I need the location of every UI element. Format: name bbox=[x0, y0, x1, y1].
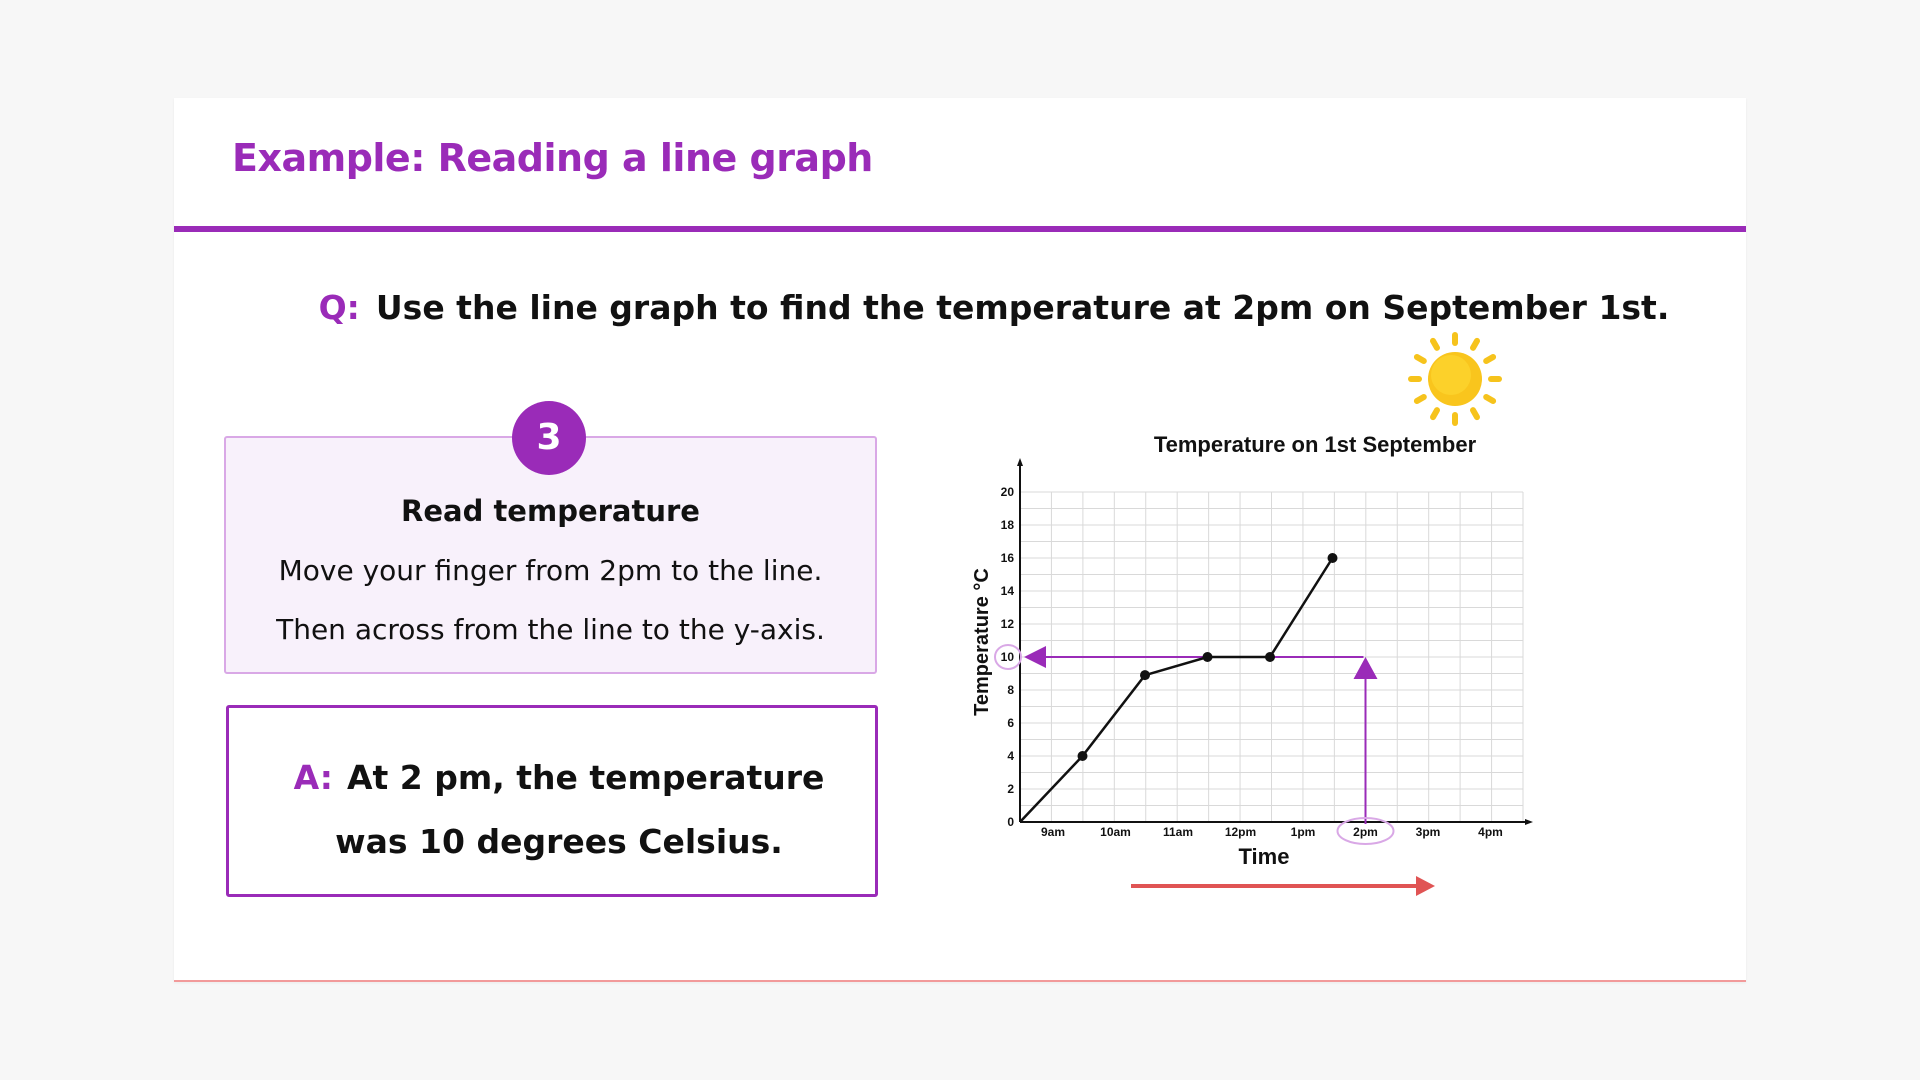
sun-ray bbox=[1470, 407, 1480, 421]
step-number-badge: 3 bbox=[512, 401, 586, 475]
time-direction-arrow bbox=[1131, 876, 1435, 896]
x-tick-label: 3pm bbox=[1416, 825, 1441, 839]
x-tick-label: 11am bbox=[1163, 825, 1193, 839]
x-axis-arrowhead bbox=[1525, 819, 1533, 825]
y-tick-label: 8 bbox=[1007, 683, 1014, 697]
question-prefix: Q: bbox=[318, 288, 360, 327]
chart-y-axis-label: Temperature °C bbox=[971, 568, 993, 716]
reading-guides bbox=[994, 644, 1395, 845]
y-tick-label: 4 bbox=[1007, 749, 1014, 763]
slide: Example: Reading a line graph Q: Use the … bbox=[174, 98, 1746, 982]
question-text: Use the line graph to find the temperatu… bbox=[375, 288, 1670, 327]
horizontal-guide-arrowhead bbox=[1024, 646, 1046, 668]
series-line bbox=[1019, 557, 1334, 823]
chart-title: Temperature on 1st September bbox=[1154, 432, 1477, 457]
sun-icon bbox=[1408, 332, 1502, 426]
answer-text: At 2 pm, the temperature was 10 degrees … bbox=[335, 758, 825, 861]
y-tick-label: 18 bbox=[1001, 518, 1015, 532]
sun-ray bbox=[1430, 407, 1440, 421]
title-divider bbox=[174, 226, 1746, 232]
x-tick-label: 12pm bbox=[1225, 825, 1256, 839]
step-heading: Read temperature bbox=[401, 494, 700, 528]
x-tick-label: 10am bbox=[1100, 825, 1131, 839]
data-point bbox=[1140, 670, 1150, 681]
sun-ray bbox=[1430, 337, 1440, 351]
data-point bbox=[1327, 553, 1338, 563]
y-tick-label: 10 bbox=[1001, 650, 1015, 664]
sun-ray bbox=[1483, 394, 1497, 404]
data-point bbox=[1202, 652, 1213, 662]
x-tick-label: 2pm bbox=[1353, 825, 1378, 839]
slide-title: Example: Reading a line graph bbox=[232, 136, 873, 180]
chart-labels: 0 2 4 6 8 10 12 14 16 18 20 9am 10am 11am 12pm 1pm 2pm 3p… bbox=[1001, 485, 1503, 839]
sun-ray bbox=[1483, 354, 1497, 364]
y-tick-label: 12 bbox=[1001, 617, 1015, 631]
y-tick-label: 20 bbox=[1001, 485, 1015, 499]
x-tick-label: 4pm bbox=[1478, 825, 1503, 839]
y-tick-label: 16 bbox=[1001, 551, 1015, 565]
answer-card: A: At 2 pm, the temperature was 10 degree… bbox=[226, 705, 878, 897]
step-instruction-1: Move your finger from 2pm to the line. bbox=[278, 554, 823, 587]
y-tick-label: 6 bbox=[1007, 716, 1014, 730]
y-highlight-circle bbox=[994, 644, 1022, 670]
chart-x-axis-label: Time bbox=[1239, 844, 1290, 869]
y-tick-label: 2 bbox=[1007, 782, 1014, 796]
vertical-guide-arrowhead bbox=[1353, 657, 1378, 679]
sun-ray bbox=[1413, 354, 1427, 364]
x-highlight-circle bbox=[1336, 817, 1395, 845]
x-tick-label: 1pm bbox=[1291, 825, 1316, 839]
answer: A: At 2 pm, the temperature was 10 degree… bbox=[259, 746, 859, 874]
answer-prefix: A: bbox=[293, 758, 333, 797]
step-card: Read temperature Move your finger from 2… bbox=[224, 436, 877, 674]
chart-series bbox=[1019, 553, 1338, 823]
y-tick-label: 0 bbox=[1007, 815, 1014, 829]
data-point bbox=[1265, 652, 1275, 662]
line-chart: 0 2 4 6 8 10 12 14 16 18 20 9am 10am 11am 12pm 1pm 2pm 3p… bbox=[971, 432, 1533, 896]
question: Q: Use the line graph to find the tempera… bbox=[208, 288, 1780, 327]
data-point bbox=[1077, 751, 1088, 761]
sun-ray bbox=[1470, 337, 1480, 351]
y-tick-label: 14 bbox=[1001, 584, 1015, 598]
x-tick-label: 9am bbox=[1041, 825, 1065, 839]
sun-ray bbox=[1413, 394, 1427, 404]
y-axis-arrowhead bbox=[1017, 458, 1023, 466]
chart-axes bbox=[1017, 458, 1533, 825]
bottom-divider bbox=[174, 980, 1746, 982]
step-instruction-2: Then across from the line to the y-axis. bbox=[276, 613, 825, 646]
